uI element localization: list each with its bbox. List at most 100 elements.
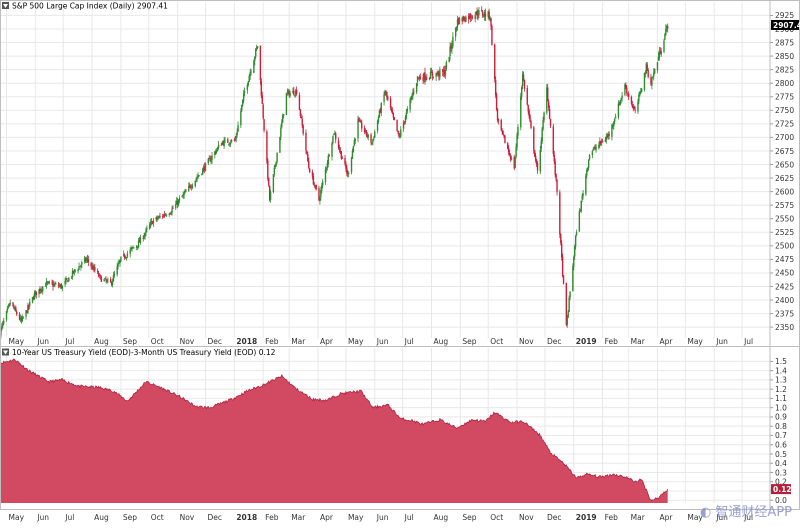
- price-candle: [158, 215, 160, 219]
- price-candle: [202, 167, 204, 175]
- price-candle: [587, 167, 589, 172]
- price-candle: [358, 116, 360, 123]
- price-candle: [599, 137, 601, 149]
- price-candle: [268, 177, 270, 187]
- price-candle: [653, 68, 656, 75]
- price-candle: [182, 191, 184, 199]
- price-candle: [110, 281, 113, 287]
- price-candle: [523, 79, 526, 92]
- yield-x-tick-label: Jul: [404, 513, 414, 522]
- price-candle: [575, 229, 578, 237]
- price-candle: [157, 216, 159, 221]
- price-candle: [413, 87, 415, 95]
- price-candle: [658, 46, 661, 61]
- price-candle: [457, 17, 460, 25]
- price-candle: [314, 184, 316, 190]
- price-candle: [366, 132, 369, 139]
- price-candle: [547, 99, 550, 111]
- price-candle: [587, 158, 590, 171]
- price-candle: [19, 314, 22, 323]
- price-candle: [326, 160, 329, 171]
- price-x-axis: May Jun Jul Aug Sep Oct Nov Dec 2018 Feb Mar Apr May…: [9, 337, 754, 346]
- price-candle: [392, 112, 395, 121]
- price-candle: [295, 86, 298, 96]
- price-candle: [379, 107, 382, 114]
- price-candle: [613, 120, 615, 130]
- price-candle: [177, 199, 180, 207]
- yield-x-tick-label: Sep: [462, 513, 476, 522]
- price-candle: [527, 104, 529, 115]
- price-candle: [120, 256, 122, 263]
- yield-x-tick-label: Feb: [605, 513, 619, 522]
- price-candle: [227, 137, 229, 143]
- price-candle: [2, 321, 4, 329]
- zhitong-logo-icon: ◐: [699, 505, 716, 520]
- price-candle: [591, 150, 594, 159]
- price-candle: [81, 260, 83, 268]
- price-candle: [638, 92, 640, 105]
- price-candle: [348, 171, 350, 178]
- price-candle: [606, 133, 608, 139]
- price-candle: [386, 91, 388, 101]
- price-candle: [620, 97, 622, 104]
- yield-x-tick-label: Apr: [659, 513, 673, 522]
- price-candle: [361, 119, 363, 132]
- price-x-tick-label: Oct: [490, 337, 503, 346]
- price-candle: [625, 82, 627, 90]
- yield-y-tick-label: 0.8: [775, 422, 787, 431]
- price-candle: [426, 73, 428, 81]
- price-candle: [657, 52, 660, 61]
- price-candle: [145, 227, 147, 237]
- price-candle: [267, 158, 269, 182]
- price-candle: [6, 305, 9, 313]
- price-candle: [275, 161, 277, 167]
- price-candle: [626, 84, 628, 96]
- price-candle: [198, 174, 200, 177]
- price-candle: [203, 162, 206, 174]
- price-candle: [321, 183, 323, 194]
- price-candle: [139, 234, 142, 245]
- price-candle: [456, 15, 459, 31]
- price-y-tick-label: 2750: [775, 106, 794, 115]
- price-candle: [490, 17, 492, 30]
- price-candle: [211, 152, 213, 164]
- price-candle: [216, 146, 219, 152]
- price-candle: [634, 106, 636, 114]
- price-candle: [66, 278, 68, 280]
- price-candle: [190, 184, 193, 191]
- price-candle: [630, 95, 633, 106]
- yield-panel-title: 10-Year US Treasury Yield (EOD)-3-Month …: [12, 348, 276, 357]
- price-candle: [253, 59, 255, 74]
- price-candle: [215, 149, 217, 155]
- price-candle: [229, 139, 232, 147]
- price-y-tick-label: 2475: [775, 255, 794, 264]
- price-candle: [393, 116, 395, 121]
- price-candle: [138, 236, 141, 243]
- price-candle: [416, 76, 419, 87]
- price-candle: [331, 141, 333, 161]
- price-candle: [299, 109, 302, 119]
- price-candle: [168, 212, 170, 217]
- price-candle: [497, 118, 500, 125]
- price-candle: [640, 88, 642, 94]
- price-candle: [109, 276, 112, 283]
- price-candle: [254, 55, 256, 66]
- price-candle: [131, 247, 133, 252]
- price-candle: [398, 131, 400, 138]
- price-candle: [405, 108, 408, 120]
- price-candle: [436, 71, 438, 76]
- price-candle: [667, 23, 669, 33]
- price-candle: [441, 68, 444, 77]
- yield-y-tick-label: 0.2: [775, 478, 787, 487]
- price-x-tick-label: 2019: [576, 337, 597, 346]
- price-candle: [92, 263, 94, 271]
- price-candle: [464, 17, 466, 23]
- price-candle: [214, 150, 216, 159]
- price-candle: [468, 13, 471, 20]
- price-candle: [162, 213, 165, 218]
- price-candle: [259, 45, 262, 85]
- price-candle: [305, 129, 307, 154]
- price-candle: [469, 13, 472, 23]
- price-candle: [90, 261, 92, 270]
- price-candle: [29, 298, 31, 310]
